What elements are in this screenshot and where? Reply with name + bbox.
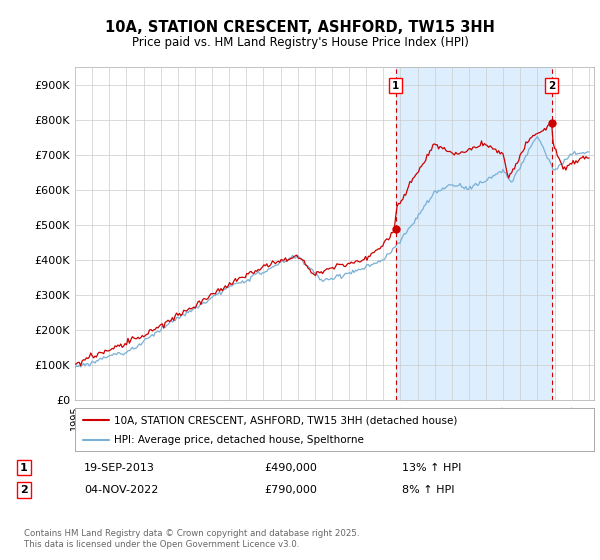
Text: 10A, STATION CRESCENT, ASHFORD, TW15 3HH (detached house): 10A, STATION CRESCENT, ASHFORD, TW15 3HH… [114,415,457,425]
Text: 2: 2 [20,485,28,495]
Bar [395,67,552,400]
Text: 1: 1 [392,81,399,91]
Text: 13% ↑ HPI: 13% ↑ HPI [402,463,461,473]
Text: 2: 2 [548,81,556,91]
Text: £490,000: £490,000 [264,463,317,473]
Text: 19-SEP-2013: 19-SEP-2013 [84,463,155,473]
Text: 10A, STATION CRESCENT, ASHFORD, TW15 3HH: 10A, STATION CRESCENT, ASHFORD, TW15 3HH [105,20,495,35]
Text: Price paid vs. HM Land Registry's House Price Index (HPI): Price paid vs. HM Land Registry's House … [131,36,469,49]
Text: £790,000: £790,000 [264,485,317,495]
Text: HPI: Average price, detached house, Spelthorne: HPI: Average price, detached house, Spel… [114,435,364,445]
Text: Contains HM Land Registry data © Crown copyright and database right 2025.
This d: Contains HM Land Registry data © Crown c… [24,529,359,549]
Text: 04-NOV-2022: 04-NOV-2022 [84,485,158,495]
Text: 1: 1 [20,463,28,473]
Text: 8% ↑ HPI: 8% ↑ HPI [402,485,455,495]
